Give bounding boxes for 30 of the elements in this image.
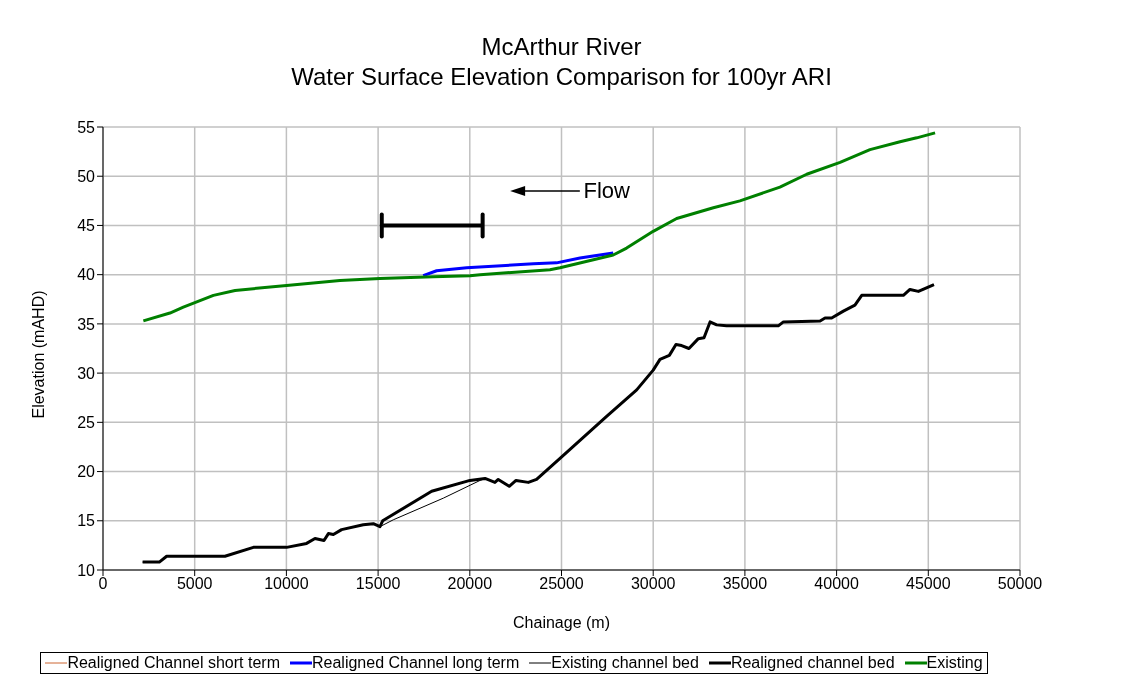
x-axis-title: Chainage (m)	[513, 614, 610, 631]
x-tick-label: 10000	[264, 575, 309, 593]
x-tick-label: 50000	[997, 575, 1043, 593]
y-tick-label: 50	[77, 167, 96, 185]
y-tick-label: 25	[77, 414, 96, 432]
x-tick-label: 30000	[630, 575, 676, 593]
annotation: Flow	[583, 177, 630, 205]
x-tick-label: 5000	[176, 575, 213, 593]
x-tick-label: 20000	[447, 575, 493, 593]
legend-label: Realigned Channel short term	[66, 654, 280, 672]
y-tick-label: 35	[77, 315, 96, 333]
y-tick-label: 45	[77, 217, 96, 235]
x-tick-label: 45000	[906, 575, 951, 593]
y-tick-label: 20	[77, 463, 96, 481]
y-tick-label: 55	[77, 118, 96, 136]
chart-title: McArthur River Water Surface Elevation Comparison for 100yr ARI	[290, 32, 833, 92]
y-tick-label: 30	[77, 364, 96, 382]
x-tick-label: 15000	[355, 575, 401, 593]
y-tick-label: 40	[77, 266, 96, 284]
legend-label: Realigned Channel long term	[310, 654, 520, 672]
legend-label: Existing	[925, 654, 983, 672]
y-axis-title: Elevation (mAHD)	[29, 290, 47, 419]
x-tick-label: 40000	[814, 575, 859, 593]
x-tick-label: 35000	[722, 575, 768, 593]
legend-label: Existing channel bed	[550, 654, 699, 672]
legend-label: Realigned channel bed	[729, 654, 895, 672]
y-tick-label: 15	[77, 512, 96, 530]
x-tick-label: 25000	[539, 575, 584, 593]
x-tick-label: 0	[98, 575, 108, 593]
y-tick-label: 10	[77, 561, 96, 579]
